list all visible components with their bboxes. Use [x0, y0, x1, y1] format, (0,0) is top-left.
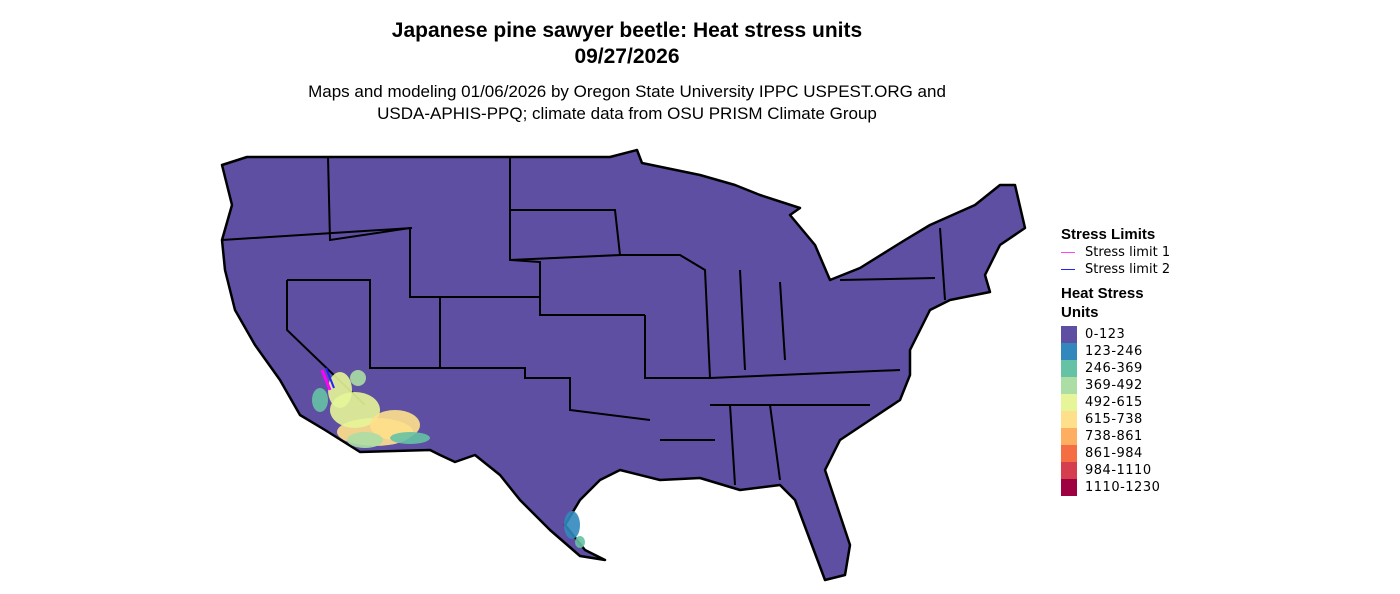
stress-limit-label: Stress limit 1: [1085, 245, 1171, 260]
hotspot-area: [390, 432, 430, 444]
color-swatch: [1061, 326, 1077, 343]
stress-limits-title: Stress Limits: [1061, 226, 1156, 243]
subtitle-line-1: Maps and modeling 01/06/2026 by Oregon S…: [308, 82, 946, 101]
legend-bin: 492-615: [1061, 394, 1171, 411]
bin-label: 615-738: [1085, 412, 1143, 427]
legend-bin: 0-123: [1061, 326, 1171, 343]
us-map: [220, 148, 1027, 582]
bin-label: 246-369: [1085, 361, 1143, 376]
color-swatch: [1061, 360, 1077, 377]
legend-bin: 615-738: [1061, 411, 1171, 428]
legend-line-key: [1061, 269, 1075, 270]
hotspot-area: [350, 370, 366, 386]
title-date: 09/27/2026: [574, 45, 680, 68]
legend-bin: 369-492: [1061, 377, 1171, 394]
conus-outline: [220, 148, 1027, 582]
bin-label: 123-246: [1085, 344, 1143, 359]
bin-label: 1110-1230: [1085, 480, 1161, 495]
state-borders: [221, 156, 946, 486]
color-swatch: [1061, 445, 1077, 462]
stress-limit-lines: [320, 367, 335, 391]
bin-label: 738-861: [1085, 429, 1143, 444]
color-swatch: [1061, 377, 1077, 394]
legend-line-key: [1061, 252, 1075, 253]
color-swatch: [1061, 343, 1077, 360]
subtitle-line-2: USDA-APHIS-PPQ; climate data from OSU PR…: [377, 104, 877, 123]
map-subtitle: Maps and modeling 01/06/2026 by Oregon S…: [0, 81, 1254, 125]
legend-bin: 246-369: [1061, 360, 1171, 377]
color-swatch: [1061, 462, 1077, 479]
legend-bin: 1110-1230: [1061, 479, 1171, 496]
hotspot-area: [564, 511, 580, 539]
bin-label: 492-615: [1085, 395, 1143, 410]
bin-label: 984-1110: [1085, 463, 1152, 478]
map-title: Japanese pine sawyer beetle: Heat stress…: [0, 18, 1254, 70]
bin-label: 0-123: [1085, 327, 1126, 342]
stress-limit-item: Stress limit 2: [1061, 261, 1171, 278]
heat-stress-hotspots: [312, 370, 585, 548]
hotspot-area: [312, 388, 328, 412]
title-line-1: Japanese pine sawyer beetle: Heat stress…: [391, 19, 863, 42]
color-swatch: [1061, 479, 1077, 496]
color-swatch: [1061, 394, 1077, 411]
bin-label: 861-984: [1085, 446, 1143, 461]
legend-bin: 738-861: [1061, 428, 1171, 445]
hotspot-area: [347, 432, 383, 448]
heat-stress-title: Heat Stress Units: [1061, 285, 1144, 321]
stress-limit-item: Stress limit 1: [1061, 244, 1171, 261]
legend-bin: 123-246: [1061, 343, 1171, 360]
stress-limit-label: Stress limit 2: [1085, 262, 1171, 277]
legend: Stress Limits Stress limit 1 Stress limit…: [1061, 225, 1171, 496]
bin-label: 369-492: [1085, 378, 1143, 393]
hotspot-area: [328, 372, 352, 408]
color-swatch: [1061, 428, 1077, 445]
legend-bin: 861-984: [1061, 445, 1171, 462]
color-swatch: [1061, 411, 1077, 428]
legend-bin: 984-1110: [1061, 462, 1171, 479]
hotspot-area: [575, 536, 585, 548]
